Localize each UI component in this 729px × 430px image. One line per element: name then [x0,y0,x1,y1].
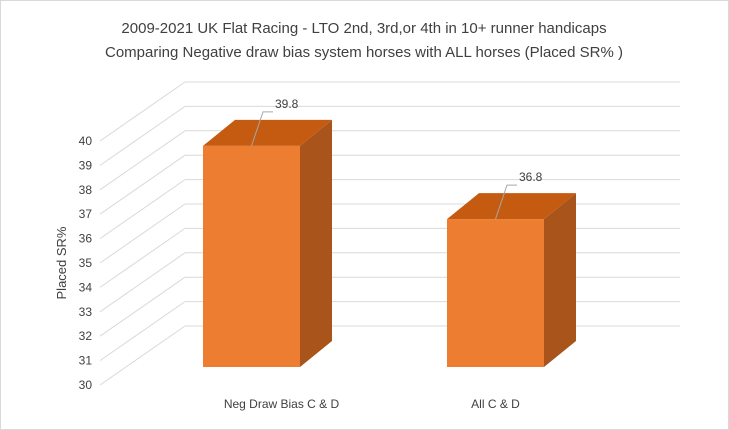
x-tick-labels: Neg Draw Bias C & D All C & D [224,397,520,411]
bar-top [447,193,576,220]
gridline-side [99,325,186,386]
bar-side [300,119,332,367]
y-tick-label: 37 [79,207,93,221]
gridline-side [99,105,186,166]
y-tick-label: 40 [79,134,93,148]
y-tick-labels: 30 31 32 33 34 35 36 37 38 39 40 [79,134,93,392]
bar [203,145,300,367]
bar-top [203,119,332,146]
y-tick-label: 34 [79,280,93,294]
gridline-side [99,203,186,264]
gridline-side [99,252,186,313]
gridline-side [99,130,186,191]
data-label: 36.8 [519,170,543,184]
bar-side [544,193,576,367]
chart-title-line2: Comparing Negative draw bias system hors… [105,44,623,61]
y-tick-label: 31 [79,354,93,368]
y-tick-label: 38 [79,183,93,197]
y-tick-label: 36 [79,232,93,246]
bar [447,219,544,367]
y-tick-label: 39 [79,158,93,172]
gridline-side [99,81,186,142]
y-tick-label: 33 [79,305,93,319]
x-tick-label: Neg Draw Bias C & D [224,397,340,411]
chart-title-line1: 2009-2021 UK Flat Racing - LTO 2nd, 3rd,… [121,20,606,37]
bars: 39.8 36.8 [203,97,576,367]
gridline-side [99,154,186,215]
data-label: 39.8 [275,97,299,111]
gridline-side [99,227,186,288]
gridline-side [99,179,186,240]
data-label-leader [251,111,273,147]
y-tick-label: 32 [79,329,93,343]
y-axis-label: Placed SR% [54,226,69,299]
gridline-side [99,301,186,362]
y-tick-label: 35 [79,256,93,270]
y-tick-label: 30 [79,378,93,392]
gridline-side [99,276,186,337]
x-tick-label: All C & D [471,397,520,411]
data-label-leader [495,184,517,220]
gridlines [99,81,680,386]
